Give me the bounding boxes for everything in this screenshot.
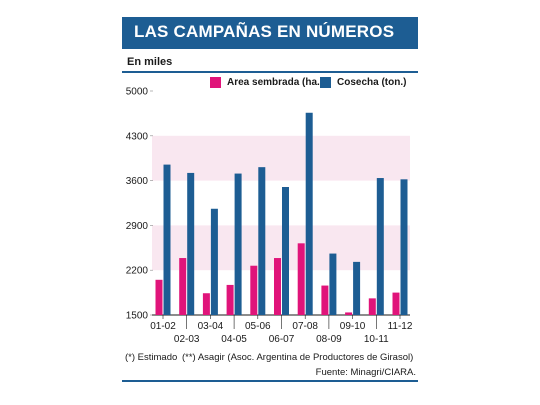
y-tick-label: 2900 — [126, 221, 149, 232]
bar-cosecha-01-02 — [163, 164, 171, 315]
x-tick-label: 09-10 — [340, 321, 366, 332]
bottom-divider — [122, 380, 418, 382]
legend-swatch-area — [210, 76, 221, 88]
legend-label-cosecha: Cosecha (ton.) — [337, 76, 407, 88]
bar-cosecha-08-09 — [329, 253, 337, 315]
bar-area-04-05 — [226, 284, 234, 315]
y-band — [152, 135, 410, 181]
x-tick-label: 05-06 — [245, 321, 271, 332]
x-tick-label: 03-04 — [198, 321, 224, 332]
footnote-asagir: (**) Asagir (Asoc. Argentina de Producto… — [182, 352, 414, 363]
bar-cosecha-04-05 — [234, 173, 242, 315]
page-title: LAS CAMPAÑAS EN NÚMEROS — [134, 22, 395, 41]
bar-area-07-08 — [297, 243, 305, 315]
x-tick-label: 04-05 — [221, 334, 247, 345]
x-tick-label: 07-08 — [292, 321, 318, 332]
x-tick-label: 06-07 — [269, 334, 295, 345]
y-tick-label: 1500 — [126, 311, 149, 322]
bar-area-06-07 — [274, 258, 281, 315]
bar-area-08-09 — [321, 285, 329, 315]
unit-label: En miles — [127, 56, 173, 68]
bar-cosecha-07-08 — [305, 112, 313, 315]
top-divider — [122, 71, 418, 73]
bar-cosecha-11-12 — [400, 179, 408, 315]
x-tick-label: 02-03 — [174, 334, 200, 345]
bar-cosecha-05-06 — [258, 167, 266, 315]
bar-cosecha-03-04 — [210, 208, 218, 315]
bar-area-05-06 — [250, 265, 258, 315]
bar-area-09-10 — [345, 312, 353, 315]
x-tick-label: 11-12 — [388, 321, 413, 332]
legend-swatch-cosecha — [320, 76, 331, 88]
bar-cosecha-10-11 — [376, 178, 384, 315]
footnote-estimado: (*) Estimado — [125, 352, 178, 363]
legend-item-area: Area sembrada (ha.) — [210, 75, 323, 89]
bar-cosecha-09-10 — [353, 261, 361, 315]
bar-area-02-03 — [179, 258, 187, 315]
bar-area-01-02 — [155, 279, 163, 315]
header-bar: LAS CAMPAÑAS EN NÚMEROS — [122, 17, 418, 49]
bar-cosecha-02-03 — [187, 172, 195, 315]
y-tick-label: 2200 — [126, 266, 149, 277]
bar-area-03-04 — [202, 293, 210, 315]
x-tick-label: 10-11 — [364, 334, 389, 345]
legend-label-area: Area sembrada (ha.) — [227, 76, 324, 88]
source-note: Fuente: Minagri/CIARA. — [315, 367, 416, 378]
bar-area-10-11 — [368, 298, 376, 315]
y-tick-label: 4300 — [126, 131, 149, 142]
x-tick-label: 08-09 — [316, 334, 342, 345]
x-tick-label: 01-02 — [150, 321, 176, 332]
bar-cosecha-06-07 — [282, 187, 289, 315]
y-tick-label: 3600 — [126, 176, 149, 187]
y-tick-label: 5000 — [126, 87, 149, 98]
legend-item-cosecha: Cosecha (ton.) — [320, 75, 406, 89]
bar-area-11-12 — [392, 292, 400, 315]
